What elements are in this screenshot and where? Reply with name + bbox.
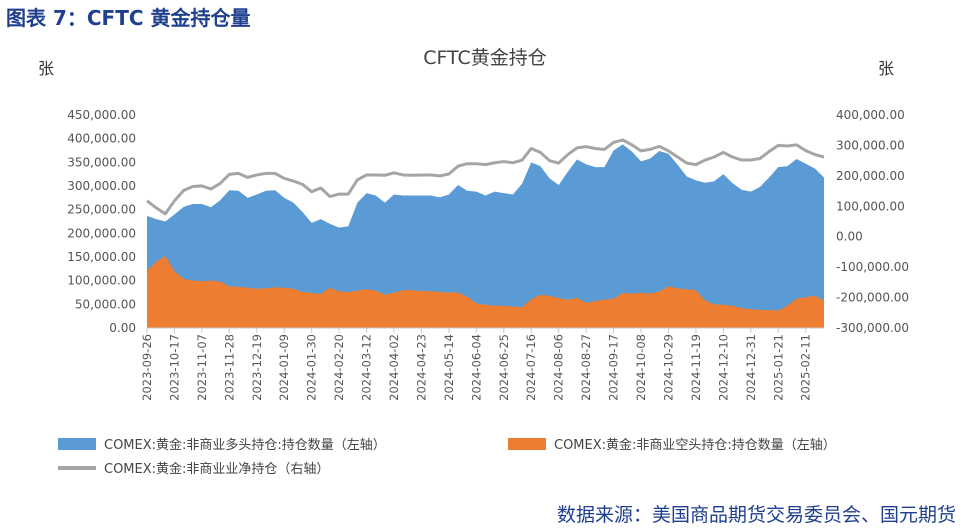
x-tick-label: 2024-12-31 — [744, 334, 758, 401]
x-tick-label: 2024-04-02 — [387, 334, 401, 401]
right-tick-label: -100,000.00 — [836, 260, 909, 274]
right-axis-unit: 张 — [878, 59, 894, 78]
x-tick-label: 2024-04-23 — [414, 334, 428, 401]
left-tick-label: 150,000.00 — [67, 250, 136, 264]
right-tick-label: 200,000.00 — [836, 169, 905, 183]
x-tick-label: 2024-05-14 — [442, 334, 456, 401]
right-tick-label: 100,000.00 — [836, 199, 905, 213]
net-line-series — [146, 138, 825, 216]
legend-label-long: COMEX:黄金:非商业多头持仓:持仓数量（左轴） — [104, 437, 386, 453]
short-area-series — [147, 256, 824, 328]
x-tick-label: 2024-08-27 — [579, 334, 593, 401]
left-axis: 450,000.00 400,000.00 350,000.00 300,000.00… — [67, 108, 136, 335]
x-tick-label: 2024-03-12 — [360, 334, 374, 401]
x-tick-label: 2024-01-30 — [305, 334, 319, 401]
left-tick-label: 200,000.00 — [67, 226, 136, 240]
right-tick-label: 300,000.00 — [836, 138, 905, 152]
left-axis-unit: 张 — [38, 59, 54, 78]
x-tick-label: 2023-10-17 — [167, 334, 181, 401]
x-tick-label: 2023-12-19 — [250, 334, 264, 401]
legend-swatch-long — [58, 438, 96, 450]
long-area-series — [147, 144, 824, 328]
left-tick-label: 300,000.00 — [67, 179, 136, 193]
right-tick-label: 400,000.00 — [836, 108, 905, 122]
x-tick-label: 2024-11-19 — [689, 334, 703, 401]
x-tick-label: 2024-02-20 — [332, 334, 346, 401]
left-tick-label: 450,000.00 — [67, 108, 136, 122]
source-note: 数据来源：美国商品期货交易委员会、国元期货 — [556, 504, 956, 526]
right-tick-label: -300,000.00 — [836, 321, 909, 335]
left-tick-label: 0.00 — [109, 321, 136, 335]
figure-title: 图表 7：CFTC 黄金持仓量 — [6, 6, 251, 30]
x-tick-label: 2024-08-06 — [552, 334, 566, 401]
left-tick-label: 400,000.00 — [67, 132, 136, 146]
x-tick-label: 2024-12-10 — [716, 334, 730, 401]
x-tick-label: 2024-09-17 — [607, 334, 621, 401]
x-tick-label: 2024-10-08 — [634, 334, 648, 401]
x-tick-label: 2023-09-26 — [140, 334, 154, 401]
right-axis: 400,000.00 300,000.00 200,000.00 100,000.00… — [836, 108, 909, 335]
legend-swatch-short — [508, 438, 546, 450]
x-tick-label: 2023-11-28 — [222, 334, 236, 401]
right-tick-label: -200,000.00 — [836, 291, 909, 305]
legend-label-short: COMEX:黄金:非商业空头持仓:持仓数量（左轴） — [554, 437, 836, 453]
legend: COMEX:黄金:非商业多头持仓:持仓数量（左轴） COMEX:黄金:非商业空头… — [58, 437, 836, 477]
right-tick-label: 0.00 — [836, 230, 863, 244]
left-tick-label: 350,000.00 — [67, 155, 136, 169]
x-tick-label: 2024-06-25 — [497, 334, 511, 401]
plot-area — [146, 138, 825, 328]
x-tick-label: 2024-01-09 — [277, 334, 291, 401]
x-axis: 2023-09-26 2023-10-17 2023-11-07 2023-11-28… — [140, 327, 824, 401]
chart-title: CFTC黄金持仓 — [423, 47, 547, 69]
left-tick-label: 50,000.00 — [75, 297, 136, 311]
x-tick-label: 2023-11-07 — [195, 334, 209, 401]
x-tick-label: 2025-01-21 — [771, 334, 785, 401]
left-tick-label: 100,000.00 — [67, 274, 136, 288]
x-tick-label: 2024-07-16 — [524, 334, 538, 401]
x-tick-label: 2024-06-04 — [469, 334, 483, 401]
x-tick-label: 2025-02-11 — [799, 334, 813, 401]
left-tick-label: 250,000.00 — [67, 203, 136, 217]
x-tick-label: 2024-10-29 — [661, 334, 675, 401]
legend-label-net: COMEX:黄金:非商业业净持仓（右轴） — [104, 461, 329, 477]
